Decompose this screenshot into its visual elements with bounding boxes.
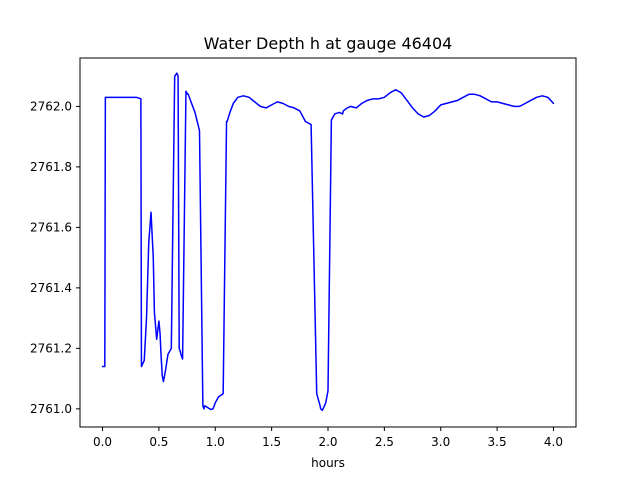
x-tick-label: 3.5	[488, 435, 507, 449]
y-tick-label: 2761.4	[30, 281, 72, 295]
y-tick-label: 2762.0	[30, 99, 72, 113]
y-tick-label: 2761.8	[30, 160, 72, 174]
x-tick-label: 3.0	[431, 435, 450, 449]
x-tick-label: 1.0	[206, 435, 225, 449]
x-tick-label: 1.5	[262, 435, 281, 449]
x-axis-label: hours	[311, 456, 345, 470]
y-tick-label: 2761.0	[30, 402, 72, 416]
series-line-water-depth	[101, 72, 555, 412]
x-tick-label: 2.5	[375, 435, 394, 449]
x-axis: 0.0 0.5 1.0 1.5 2.0 2.5 3.0 3.5 4.0	[93, 427, 563, 449]
x-tick-label: 2.0	[318, 435, 337, 449]
x-tick-label: 0.5	[149, 435, 168, 449]
y-tick-label: 2761.6	[30, 220, 72, 234]
y-axis: 2761.0 2761.2 2761.4 2761.6 2761.8 2762.0	[30, 99, 80, 416]
plot-area	[101, 72, 555, 412]
x-tick-label: 0.0	[93, 435, 112, 449]
chart-title: Water Depth h at gauge 46404	[204, 34, 453, 53]
x-tick-label: 4.0	[544, 435, 563, 449]
y-tick-label: 2761.2	[30, 341, 72, 355]
